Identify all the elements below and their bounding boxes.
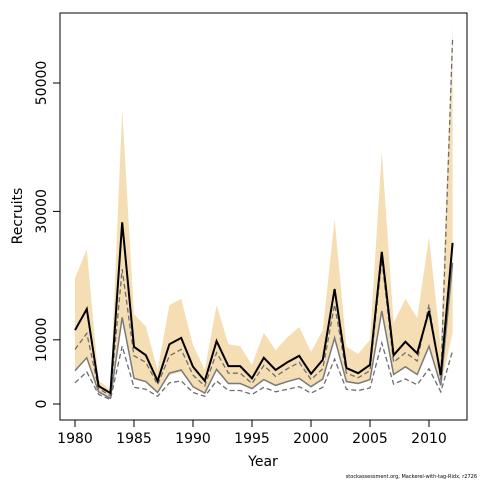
y-tick-label: 50000 [34, 61, 50, 106]
y-axis-label: Recruits [10, 188, 26, 245]
x-tick-label: 2005 [352, 431, 388, 447]
y-tick-label: 0 [34, 400, 50, 409]
x-tick-label: 1980 [57, 431, 93, 447]
y-tick-label: 30000 [34, 189, 50, 234]
x-tick-label: 2000 [293, 431, 329, 447]
series-line [74, 262, 454, 400]
x-tick-label: 1985 [116, 431, 152, 447]
y-tick-label: 10000 [34, 318, 50, 363]
x-tick-label: 1990 [175, 431, 211, 447]
x-tick-label: 2010 [411, 431, 447, 447]
x-tick-label: 1995 [234, 431, 270, 447]
series-line [74, 222, 454, 395]
series-line [74, 340, 454, 401]
x-axis-label: Year [247, 454, 278, 470]
plot-frame [59, 12, 468, 421]
footnote: stockassessment.org, Mackerel-with-tag-R… [346, 474, 477, 480]
